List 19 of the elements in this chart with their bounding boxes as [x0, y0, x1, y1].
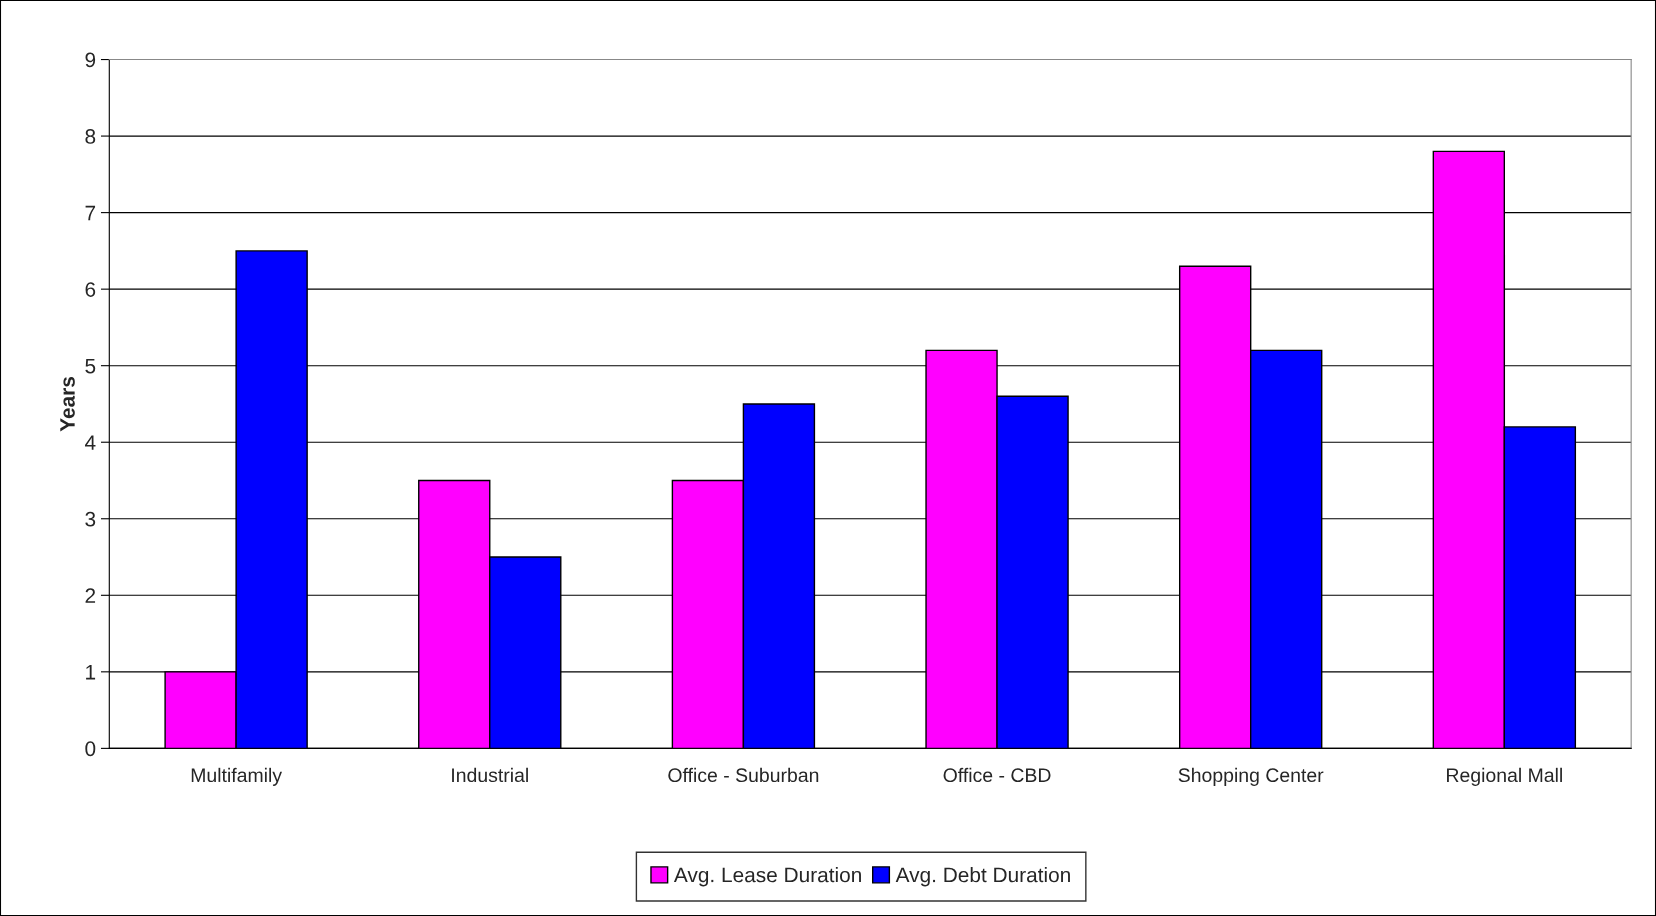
y-tick-label: 7 [85, 205, 96, 221]
y-tick-label: 8 [85, 129, 96, 144]
x-tick-label: Industrial [452, 767, 528, 783]
x-tick-label: Office - CBD [943, 767, 1051, 783]
y-tick-label: 9 [85, 52, 96, 68]
legend-label: Avg. Debt Duration [895, 867, 1070, 887]
y-tick-label: 1 [86, 665, 96, 680]
x-tick-label: Regional Mall [1447, 767, 1562, 786]
x-tick-label: Office - Suburban [668, 767, 819, 783]
y-tick-label: 4 [84, 435, 96, 450]
y-tick-label: 0 [85, 741, 96, 757]
x-tick-label: Multifamily [191, 767, 282, 786]
y-tick-label: 5 [85, 358, 96, 374]
legend-label: Avg. Lease Duration [673, 867, 861, 887]
y-tick-label: 2 [85, 588, 96, 603]
x-tick-label: Shopping Center [1178, 767, 1324, 786]
y-axis-title: Years [60, 377, 75, 432]
y-tick-label: 3 [85, 511, 96, 527]
y-tick-label: 6 [85, 282, 96, 297]
